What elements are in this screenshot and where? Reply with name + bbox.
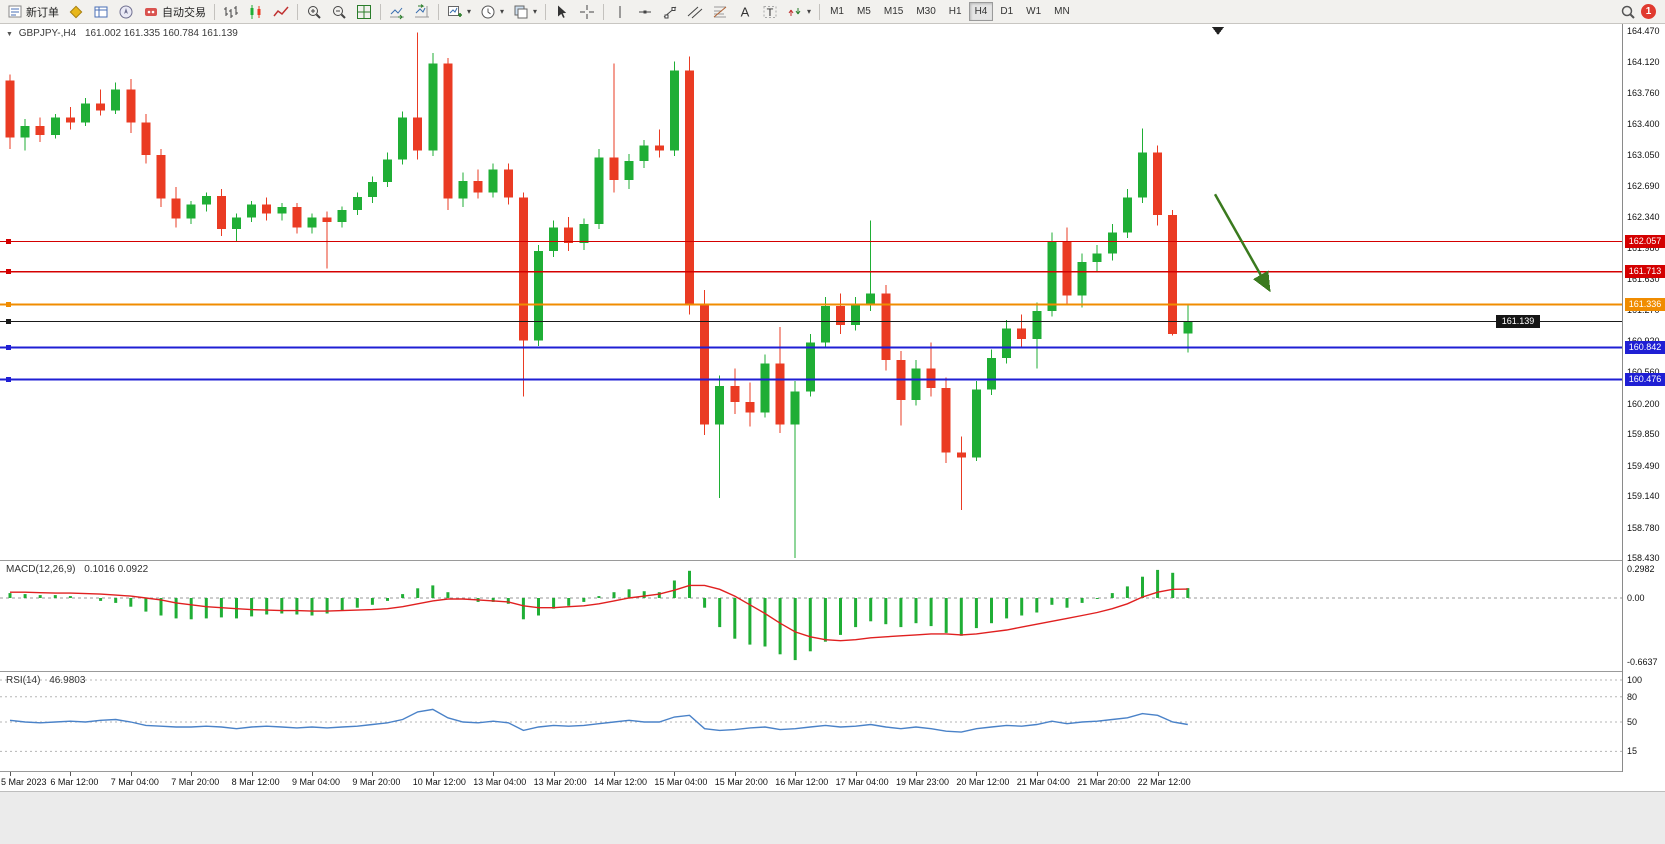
search-button[interactable] bbox=[1616, 2, 1640, 22]
panel-separator bbox=[0, 771, 1665, 772]
data-window-icon bbox=[94, 6, 108, 17]
rsi-label: RSI(14) 46.9803 bbox=[6, 675, 86, 686]
auto-scroll-icon bbox=[390, 7, 404, 19]
timeframe-d1[interactable]: D1 bbox=[994, 2, 1019, 21]
search-icon bbox=[1621, 5, 1635, 19]
toolbar-separator bbox=[603, 3, 605, 20]
horizontal-line-button[interactable] bbox=[633, 2, 657, 22]
zoom-out-button[interactable] bbox=[327, 2, 351, 22]
autotrading-button[interactable]: 自动交易 bbox=[139, 2, 210, 22]
auto-scroll-button[interactable] bbox=[385, 2, 409, 22]
zoom-out-icon bbox=[333, 5, 346, 19]
navigator-icon bbox=[119, 5, 133, 18]
timeframe-h4[interactable]: H4 bbox=[968, 2, 994, 21]
chart-ohlc-values: 161.002 161.335 160.784 161.139 bbox=[84, 28, 238, 39]
bar-chart-button[interactable] bbox=[219, 2, 243, 22]
templates-icon bbox=[514, 5, 528, 18]
autotrading-icon bbox=[145, 7, 157, 16]
panel-separator[interactable] bbox=[0, 560, 1665, 561]
market-watch-icon bbox=[69, 5, 83, 18]
chart-shift-button[interactable] bbox=[410, 2, 434, 22]
macd-label: MACD(12,26,9) 0.1016 0.0922 bbox=[6, 564, 149, 575]
market-watch-button[interactable] bbox=[64, 2, 88, 22]
macd-values: 0.1016 0.0922 bbox=[84, 564, 149, 575]
fibonacci-icon bbox=[713, 6, 727, 17]
toolbar-separator bbox=[297, 3, 298, 20]
trendline-button[interactable] bbox=[658, 2, 682, 22]
arrows-icon bbox=[788, 7, 801, 16]
periods-button[interactable]: ▾ bbox=[476, 2, 508, 22]
timeframe-m5[interactable]: M5 bbox=[851, 2, 877, 21]
bar-chart-icon bbox=[224, 5, 238, 18]
templates-button[interactable]: ▾ bbox=[509, 2, 541, 22]
chart-shift-icon bbox=[415, 3, 429, 17]
tile-windows-icon bbox=[357, 4, 371, 19]
rsi-panel-canvas[interactable] bbox=[0, 672, 1622, 771]
channel-icon bbox=[687, 6, 703, 18]
svg-text:T: T bbox=[767, 7, 774, 19]
candlestick-chart-icon bbox=[250, 4, 261, 19]
timeframe-m15[interactable]: M15 bbox=[878, 2, 909, 21]
chart-window: ▼ GBPJPY-,H4 161.002 161.335 160.784 161… bbox=[0, 24, 1665, 844]
label-icon: T bbox=[763, 5, 777, 19]
timeframe-mn[interactable]: MN bbox=[1048, 2, 1076, 21]
tile-windows-button[interactable] bbox=[352, 2, 376, 22]
candlestick-chart-button[interactable] bbox=[244, 2, 268, 22]
horizontal-line-icon bbox=[639, 10, 652, 13]
vertical-line-icon bbox=[619, 5, 621, 18]
new-order-label: 新订单 bbox=[26, 6, 59, 19]
new-order-icon bbox=[8, 5, 22, 17]
new-chart-icon bbox=[448, 5, 462, 17]
collapse-triangle-icon[interactable]: ▼ bbox=[6, 31, 13, 38]
autotrading-label: 自动交易 bbox=[162, 6, 206, 19]
main-chart-canvas[interactable] bbox=[0, 24, 1622, 560]
text-icon: A bbox=[741, 4, 750, 19]
toolbar-separator bbox=[438, 3, 439, 20]
line-chart-icon bbox=[273, 6, 289, 16]
cursor-button[interactable] bbox=[550, 2, 574, 22]
timeframe-h1[interactable]: H1 bbox=[943, 2, 968, 21]
chart-title: ▼ GBPJPY-,H4 161.002 161.335 160.784 161… bbox=[6, 28, 238, 39]
channel-button[interactable] bbox=[683, 2, 707, 22]
svg-text:A: A bbox=[741, 4, 750, 19]
toolbar-separator bbox=[545, 3, 547, 20]
notification-badge[interactable]: 1 bbox=[1641, 4, 1656, 19]
panel-separator[interactable] bbox=[0, 671, 1665, 672]
fibonacci-button[interactable] bbox=[708, 2, 732, 22]
toolbar: 新订单 自动交易 ▾ ▾ bbox=[0, 0, 1665, 24]
toolbar-separator bbox=[214, 3, 215, 20]
new-order-button[interactable]: 新订单 bbox=[3, 2, 63, 22]
data-window-button[interactable] bbox=[89, 2, 113, 22]
macd-panel-canvas[interactable] bbox=[0, 561, 1622, 671]
current-price-tag: 161.139 bbox=[1496, 315, 1540, 329]
timeframe-m1[interactable]: M1 bbox=[824, 2, 850, 21]
crosshair-button[interactable] bbox=[575, 2, 599, 22]
dropdown-caret: ▾ bbox=[467, 7, 472, 16]
timeframe-w1[interactable]: W1 bbox=[1020, 2, 1047, 21]
label-button[interactable]: T bbox=[758, 2, 782, 22]
dropdown-caret: ▾ bbox=[500, 7, 505, 16]
clock-icon bbox=[481, 5, 495, 18]
crosshair-icon bbox=[580, 4, 595, 19]
cursor-icon bbox=[558, 5, 567, 18]
toolbar-separator bbox=[819, 3, 821, 20]
zoom-in-button[interactable] bbox=[302, 2, 326, 22]
trendline-icon bbox=[663, 6, 677, 18]
price-axis[interactable]: 164.470 164.120 163.760 163.400 163.050 162.6… bbox=[1622, 24, 1665, 772]
new-chart-button[interactable]: ▾ bbox=[443, 2, 475, 22]
dropdown-caret: ▾ bbox=[533, 7, 538, 16]
line-chart-button[interactable] bbox=[269, 2, 293, 22]
time-axis[interactable]: 5 Mar 2023 6 Mar 12:00 7 Mar 04:00 7 Mar 20… bbox=[0, 772, 1622, 790]
navigator-button[interactable] bbox=[114, 2, 138, 22]
window-bottom-area bbox=[0, 791, 1665, 844]
chart-symbol-timeframe: GBPJPY-,H4 bbox=[18, 28, 77, 39]
toolbar-separator bbox=[380, 3, 381, 20]
timeframe-m30[interactable]: M30 bbox=[910, 2, 941, 21]
dropdown-caret: ▾ bbox=[807, 7, 812, 16]
rsi-value: 46.9803 bbox=[49, 675, 86, 686]
text-button[interactable]: A bbox=[733, 2, 757, 22]
zoom-in-icon bbox=[308, 5, 321, 19]
vertical-line-button[interactable] bbox=[608, 2, 632, 22]
shapes-button[interactable]: ▾ bbox=[783, 2, 815, 22]
